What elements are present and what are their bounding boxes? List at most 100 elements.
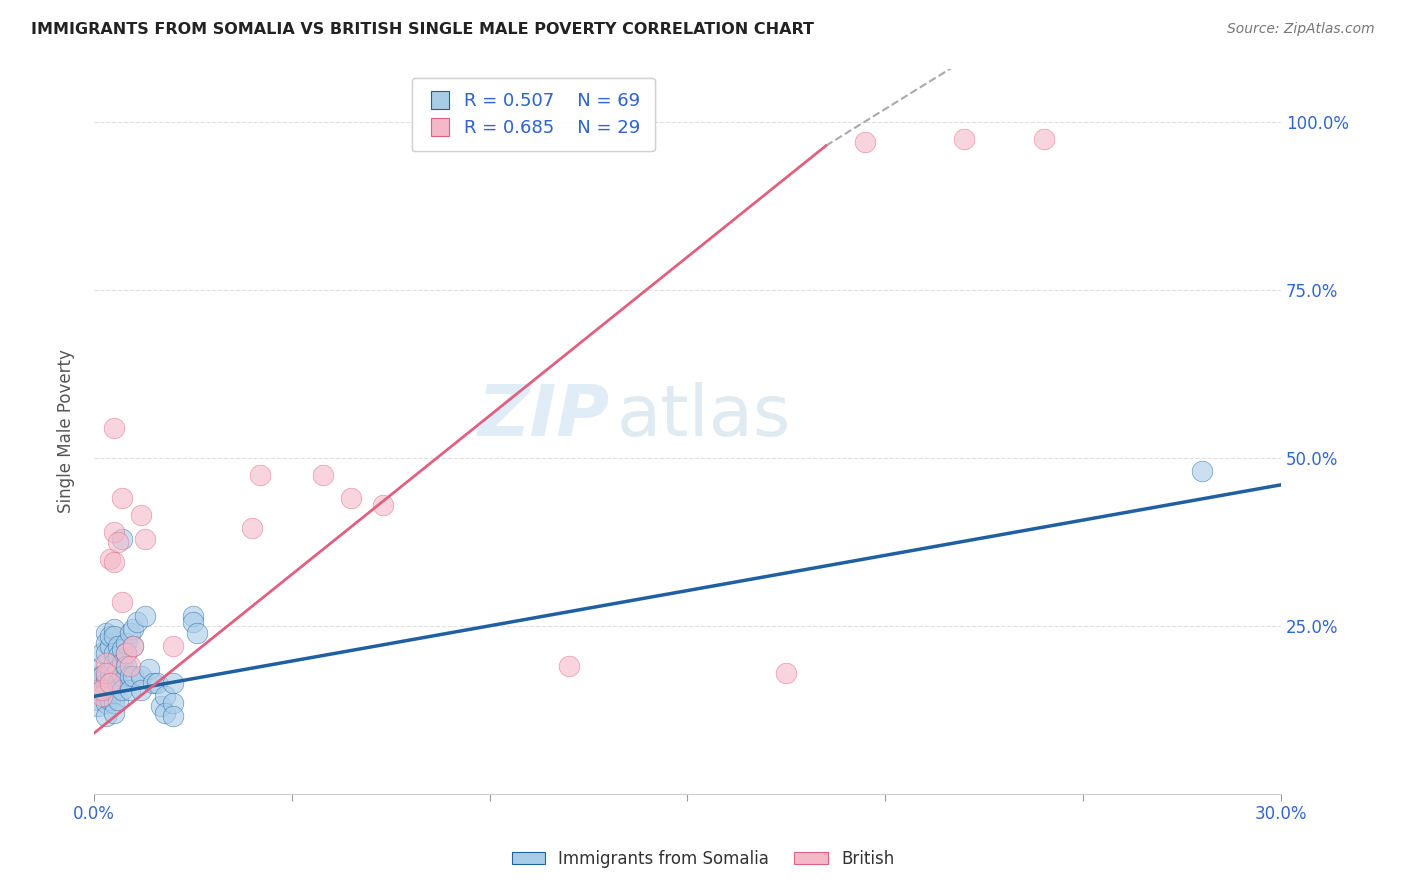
Point [87,676,110,690]
Point [153,690,176,704]
Y-axis label: Single Male Poverty: Single Male Poverty [58,349,75,513]
Point [90,646,112,660]
Point [162,696,184,710]
Point [118,625,141,640]
Point [127,615,149,630]
Point [249,467,271,482]
Point [107,676,129,690]
Point [98,676,121,690]
Point [153,706,176,720]
Point [107,663,129,677]
Point [87,692,110,706]
Point [558,659,581,673]
Point [103,421,125,435]
Text: atlas: atlas [616,382,790,451]
Point [98,629,121,643]
Point [107,648,129,663]
Point [94,676,117,690]
Point [107,692,129,706]
Point [94,625,117,640]
Point [122,669,145,683]
Point [94,690,117,704]
Point [186,625,208,640]
Point [111,595,134,609]
Point [134,608,156,623]
Point [111,532,134,546]
Point [118,682,141,697]
Point [90,690,112,704]
Point [103,682,125,697]
Point [122,639,145,653]
Point [94,635,117,649]
Point [340,491,363,506]
Point [87,682,110,697]
Point [90,682,112,697]
Point [103,669,125,683]
Point [114,635,136,649]
Point [114,659,136,673]
Point [114,646,136,660]
Point [138,663,160,677]
Point [111,642,134,657]
Point [146,676,169,690]
Point [103,555,125,569]
Point [111,656,134,670]
Point [87,682,110,697]
Point [98,639,121,653]
Point [90,659,112,673]
Point [162,639,184,653]
Point [111,682,134,697]
Point [90,682,112,697]
Point [111,491,134,506]
Point [107,639,129,653]
Point [94,656,117,670]
Point [87,669,110,683]
Point [371,498,394,512]
Point [98,692,121,706]
Point [94,709,117,723]
Point [103,646,125,660]
Point [131,508,153,522]
Point [111,669,134,683]
Point [94,665,117,680]
Point [162,709,184,723]
Point [107,534,129,549]
Point [103,696,125,710]
Point [181,608,204,623]
Point [150,699,173,714]
Point [855,136,877,150]
Point [98,676,121,690]
Point [240,521,263,535]
Point [1191,464,1213,478]
Text: ZIP: ZIP [478,382,610,451]
Legend: Immigrants from Somalia, British: Immigrants from Somalia, British [505,844,901,875]
Point [98,682,121,697]
Point [94,646,117,660]
Point [118,659,141,673]
Point [94,696,117,710]
Point [131,682,153,697]
Point [98,551,121,566]
Point [1032,132,1054,146]
Point [118,669,141,683]
Point [312,467,335,482]
Point [162,676,184,690]
Point [114,646,136,660]
Point [775,665,797,680]
Point [122,639,145,653]
Point [134,532,156,546]
Point [94,682,117,697]
Point [953,132,976,146]
Point [131,669,153,683]
Point [122,622,145,636]
Point [103,706,125,720]
Text: IMMIGRANTS FROM SOMALIA VS BRITISH SINGLE MALE POVERTY CORRELATION CHART: IMMIGRANTS FROM SOMALIA VS BRITISH SINGL… [31,22,814,37]
Text: Source: ZipAtlas.com: Source: ZipAtlas.com [1227,22,1375,37]
Point [87,699,110,714]
Point [94,669,117,683]
Point [90,669,112,683]
Point [98,665,121,680]
Point [181,615,204,630]
Point [90,669,112,683]
Point [103,524,125,539]
